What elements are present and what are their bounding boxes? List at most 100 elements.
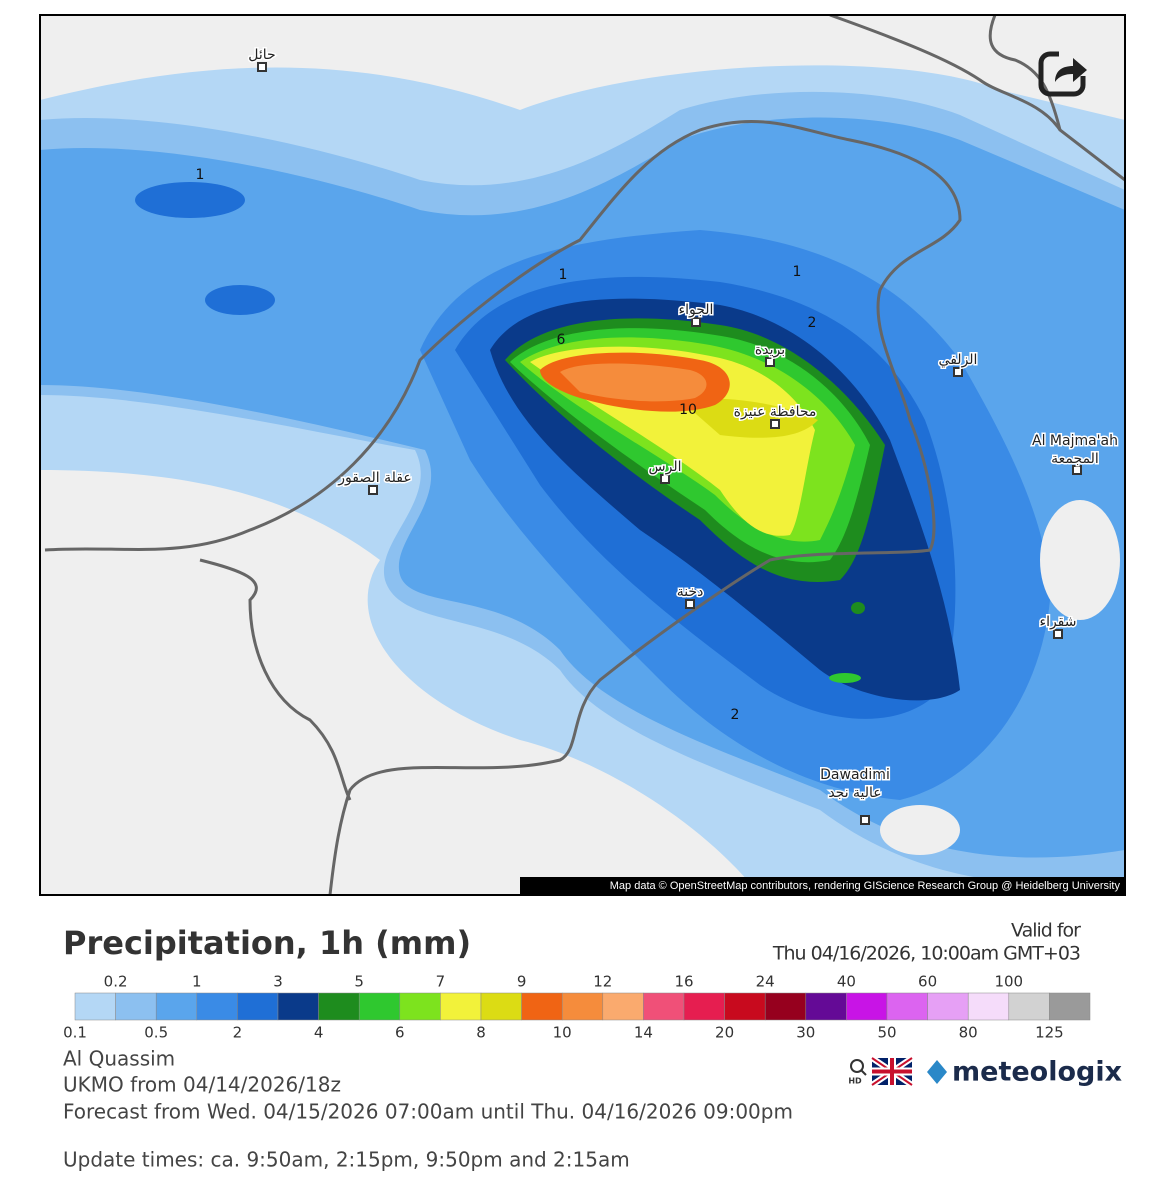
road <box>44 119 962 895</box>
legend-label: 100 <box>994 973 1023 991</box>
legend-label: 40 <box>837 973 856 991</box>
legend-swatch <box>74 992 116 1021</box>
legend-label: 16 <box>674 973 693 991</box>
place-label: دخنة <box>677 584 704 600</box>
place-marker <box>1072 465 1082 475</box>
contour-label: 1 <box>559 267 568 283</box>
legend-swatch <box>967 992 1010 1021</box>
legend-swatch <box>237 992 279 1021</box>
contour-label: 10 <box>679 402 697 418</box>
place-label: المجمعة <box>1051 451 1099 467</box>
title: Precipitation, 1h (mm) <box>63 924 471 962</box>
place-marker <box>770 419 780 429</box>
attribution-box <box>520 877 1125 895</box>
place-label: Al Majma'ah <box>1032 433 1118 449</box>
legend-label: 7 <box>436 973 446 991</box>
hd-icon <box>850 1059 864 1073</box>
place-label: الزلفي <box>939 352 978 368</box>
road <box>988 15 1062 131</box>
map-background <box>880 805 960 855</box>
legend-swatch <box>805 992 847 1021</box>
legend-swatch <box>399 992 441 1021</box>
legend-label: 60 <box>918 973 937 991</box>
brand-icon <box>927 1060 947 1084</box>
legend-label: 0.2 <box>104 973 128 991</box>
model: UKMO from 04/14/2026/18z <box>63 1073 341 1097</box>
legend-swatch <box>440 992 482 1021</box>
legend-swatch <box>196 992 238 1021</box>
place-label: محافظة عنيزة <box>734 404 817 420</box>
forecast-range: Forecast from Wed. 04/15/2026 07:00am un… <box>63 1100 793 1124</box>
legend-swatch <box>1049 992 1091 1021</box>
legend-label: 0.5 <box>144 1024 168 1042</box>
place-label: الرس <box>649 459 682 475</box>
legend-label: 9 <box>517 973 527 991</box>
legend-swatch <box>724 992 766 1021</box>
legend-label: 10 <box>553 1024 572 1042</box>
place-label: شقراء <box>1039 614 1076 630</box>
legend-label: 14 <box>634 1024 653 1042</box>
precip-area <box>135 182 245 218</box>
legend-swatch <box>683 992 725 1021</box>
legend-label: 8 <box>476 1024 486 1042</box>
hd-icon <box>860 1069 867 1076</box>
roads <box>44 15 1125 895</box>
update-times: Update times: ca. 9:50am, 2:15pm, 9:50pm… <box>63 1148 630 1172</box>
flag-part <box>872 1058 912 1085</box>
legend-swatch <box>155 992 198 1021</box>
legend: 0.10.20.51234567891012141620243040506080… <box>63 973 1091 1042</box>
legend-swatch <box>1008 992 1050 1021</box>
share-icon[interactable] <box>1055 58 1087 82</box>
legend-swatch <box>927 992 969 1021</box>
legend-label: 12 <box>593 973 612 991</box>
legend-swatch <box>602 992 644 1021</box>
legend-swatch <box>561 992 604 1021</box>
place-label: بريدة <box>755 342 785 358</box>
contour-label: 1 <box>196 167 205 183</box>
legend-label: 4 <box>314 1024 324 1042</box>
map: حائل الجواء بريدة الزلفي محافظة عنيزة Al Majm… <box>40 15 1125 895</box>
legend-swatch <box>277 992 319 1021</box>
valid-time: Thu 04/16/2026, 10:00am GMT+03 <box>772 943 1080 965</box>
legend-label: 6 <box>395 1024 405 1042</box>
contour-label: 1 <box>793 264 802 280</box>
place-marker <box>1053 629 1063 639</box>
place-marker <box>860 815 870 825</box>
place-label: عقلة الصقور <box>337 470 411 486</box>
precip-area <box>560 363 707 402</box>
place-label: عالية نجد <box>828 785 881 801</box>
legend-swatch <box>318 992 360 1021</box>
legend-swatch <box>643 992 685 1021</box>
road <box>829 15 1125 182</box>
place-marker <box>660 474 670 484</box>
legend-swatch <box>480 992 522 1021</box>
place-marker <box>765 357 775 367</box>
legend-swatch <box>886 992 928 1021</box>
legend-label: 1 <box>192 973 202 991</box>
share-button[interactable] <box>1038 50 1089 97</box>
place-marker <box>685 599 695 609</box>
legend-label: 80 <box>959 1024 978 1042</box>
legend-label: 125 <box>1035 1024 1064 1042</box>
place-marker <box>953 367 963 377</box>
legend-label: 50 <box>877 1024 896 1042</box>
region: Al Quassim <box>63 1047 175 1071</box>
valid-label: Valid for <box>1011 920 1081 942</box>
contour-label: 2 <box>808 315 817 331</box>
legend-label: 2 <box>233 1024 243 1042</box>
place-label: الجواء <box>679 302 714 318</box>
precip-area <box>205 285 275 315</box>
contour-label: 2 <box>731 707 740 723</box>
map-background <box>1040 500 1120 620</box>
precip-area <box>851 602 865 614</box>
precip-area <box>829 673 861 683</box>
legend-label: 24 <box>756 973 775 991</box>
place-label: حائل <box>248 47 275 63</box>
legend-swatch <box>115 992 157 1021</box>
attribution: Map data © OpenStreetMap contributors, r… <box>610 880 1121 892</box>
hd-label: HD <box>848 1077 862 1086</box>
map-frame <box>39 14 1126 896</box>
legend-label: 3 <box>273 973 283 991</box>
legend-swatch <box>358 992 401 1021</box>
road <box>199 558 352 801</box>
